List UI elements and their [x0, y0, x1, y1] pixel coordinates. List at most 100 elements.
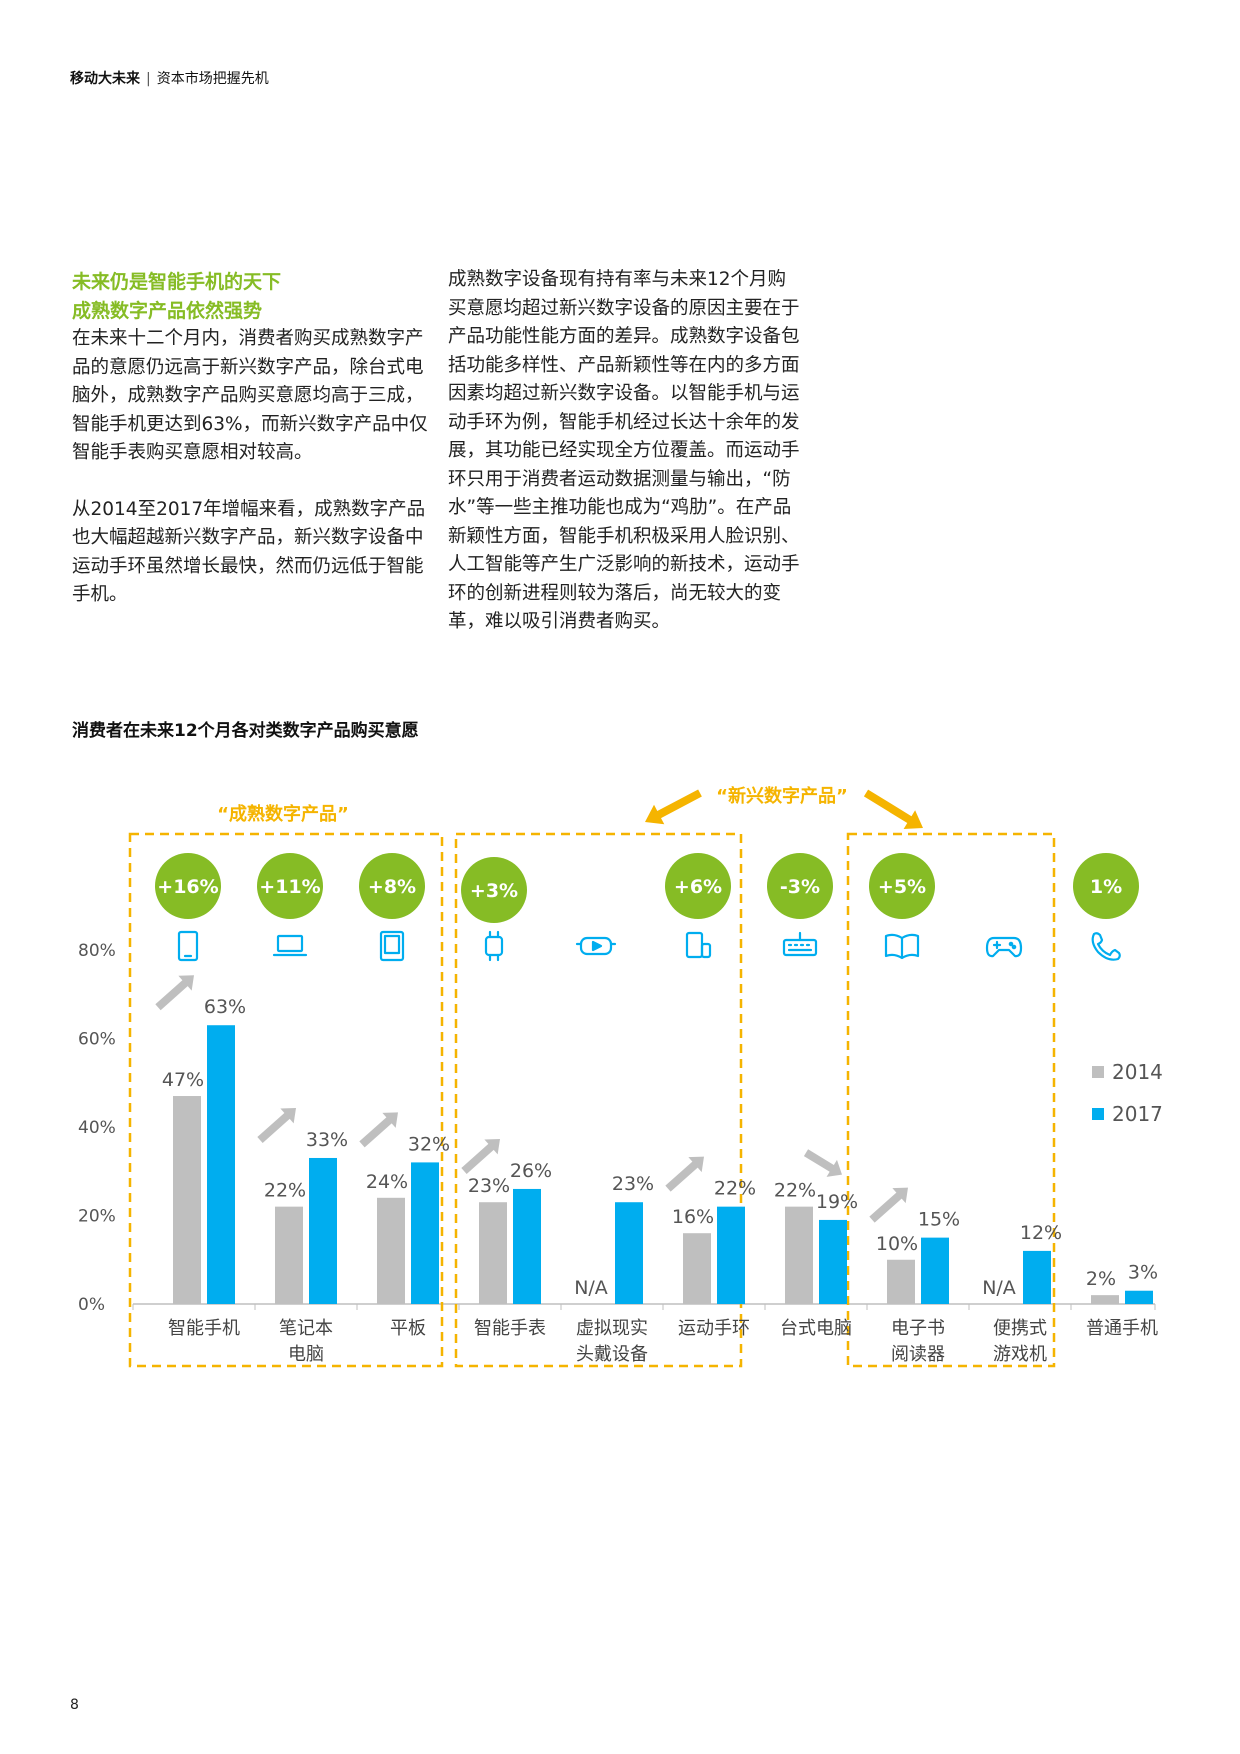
y-tick-label: 40%: [78, 1118, 116, 1138]
icon-part: [1091, 932, 1121, 961]
trend-arrow-shape: [359, 1112, 398, 1148]
category-label: 普通手机: [1086, 1318, 1158, 1339]
category-label: 头戴设备: [576, 1344, 648, 1365]
data-label-2017: 22%: [714, 1178, 756, 1200]
category-label: 运动手环: [678, 1318, 750, 1339]
smartphone-icon: [177, 930, 199, 962]
change-badge-label: +6%: [674, 876, 722, 898]
icon-part: [177, 930, 199, 962]
data-label-2017: 23%: [612, 1173, 654, 1195]
right-paragraph: 成熟数字设备现有持有率与未来12个月购买意愿均超过新兴数字设备的原因主要在于产品…: [448, 269, 800, 632]
y-tick-label: 0%: [78, 1295, 105, 1315]
icon-part: [985, 936, 1023, 958]
legend-label: 2014: [1112, 1060, 1163, 1084]
bar-2017: [513, 1188, 541, 1304]
trend-arrow: [461, 1138, 500, 1174]
chart-title: 消费者在未来12个月各对类数字产品购买意愿: [72, 721, 419, 741]
icon-part: [579, 936, 613, 956]
data-label-2017: 26%: [510, 1160, 552, 1182]
page-number: 8: [70, 1697, 79, 1713]
icon-part: [685, 931, 704, 959]
change-badge-label: +16%: [157, 876, 218, 898]
change-badge: [461, 857, 527, 923]
gamepad-icon: [985, 936, 1023, 958]
bar-2017: [411, 1162, 439, 1304]
data-label-2014: 47%: [162, 1069, 204, 1091]
group-arrow-left: [644, 789, 702, 825]
group-box: [846, 832, 1056, 1368]
bar-2014: [173, 1096, 201, 1304]
change-badge: [359, 853, 425, 919]
section-heading-2: 成熟数字产品依然强势: [72, 299, 263, 322]
legend-label: 2017: [1112, 1102, 1163, 1126]
icon-part: [787, 931, 813, 952]
section-heading-1: 未来仍是智能手机的天下: [72, 271, 282, 293]
change-badge-label: 1%: [1090, 876, 1122, 898]
data-label-2014: 10%: [876, 1233, 918, 1255]
change-badge-label: +3%: [470, 880, 518, 902]
icon-part: [591, 940, 603, 952]
bar-2014: [275, 1206, 303, 1304]
trend-arrow: [869, 1187, 908, 1223]
icon-part: [700, 942, 712, 959]
icon-part: [782, 938, 818, 957]
data-label-2017: 3%: [1128, 1262, 1158, 1284]
header-separator: |: [146, 71, 151, 87]
category-label: 智能手机: [168, 1318, 240, 1339]
category-label: 游戏机: [993, 1344, 1047, 1365]
trend-arrow-shape: [461, 1138, 500, 1174]
icon-part: [1011, 944, 1017, 950]
bar-2017: [207, 1025, 235, 1304]
category-label: 笔记本: [279, 1318, 333, 1339]
icon-part: [1008, 941, 1014, 947]
bar-2017: [819, 1219, 847, 1304]
trend-arrow: [803, 1149, 842, 1177]
change-badge-label: +11%: [259, 876, 320, 898]
legend-swatch: [1092, 1108, 1104, 1120]
trend-arrow: [155, 975, 194, 1011]
bar-2014: [683, 1233, 711, 1304]
bar-2017: [615, 1202, 643, 1304]
laptop-icon: [272, 934, 308, 957]
group-arrow-right-shape: [863, 789, 923, 830]
bar-2014: [887, 1259, 915, 1304]
change-badge-label: -3%: [780, 876, 820, 898]
page-header: 移动大未来 | 资本市场把握先机: [70, 68, 269, 88]
group-arrow-right: [863, 789, 923, 830]
y-tick-label: 60%: [78, 1030, 116, 1050]
trend-arrow-shape: [665, 1156, 704, 1192]
data-label-2014: 22%: [264, 1180, 306, 1202]
header-subtitle: 资本市场把握先机: [156, 71, 269, 87]
group-arrow-left-shape: [644, 789, 702, 825]
bar-2014: [1091, 1295, 1119, 1304]
icon-part: [276, 934, 304, 953]
trend-arrow: [257, 1107, 296, 1143]
y-tick-label: 20%: [78, 1207, 116, 1227]
group-label-emerging: “新兴数字产品”: [716, 785, 848, 807]
right-column: 成熟数字设备现有持有率与未来12个月购买意愿均超过新兴数字设备的原因主要在于产品…: [448, 266, 800, 637]
data-label-2017: 15%: [918, 1209, 960, 1231]
category-label: 智能手表: [474, 1318, 546, 1339]
phone-icon: [1091, 932, 1121, 961]
category-label: 虚拟现实: [576, 1318, 648, 1339]
change-badge: [869, 853, 935, 919]
left-column: 未来仍是智能手机的天下 成熟数字产品依然强势 在未来十二个月内，消费者购买成熟数…: [72, 268, 428, 610]
vr-headset-icon: [575, 936, 617, 956]
category-label: 便携式: [993, 1318, 1047, 1339]
bar-2017: [1125, 1290, 1153, 1304]
trend-arrow-shape: [257, 1107, 296, 1143]
data-label-2017: 32%: [408, 1133, 450, 1155]
icon-part: [383, 934, 401, 955]
data-label-2014: 22%: [774, 1180, 816, 1202]
bar-2017: [309, 1157, 337, 1304]
category-label: 电子书: [891, 1318, 945, 1339]
change-badge: [767, 853, 833, 919]
legend-swatch: [1092, 1066, 1104, 1078]
change-badge: [665, 853, 731, 919]
trend-arrow-shape: [869, 1187, 908, 1223]
category-label: 台式电脑: [780, 1318, 852, 1339]
keyboard-icon: [782, 931, 818, 957]
category-label: 电脑: [288, 1344, 324, 1365]
icon-part: [884, 933, 920, 960]
category-label: 阅读器: [891, 1344, 945, 1365]
